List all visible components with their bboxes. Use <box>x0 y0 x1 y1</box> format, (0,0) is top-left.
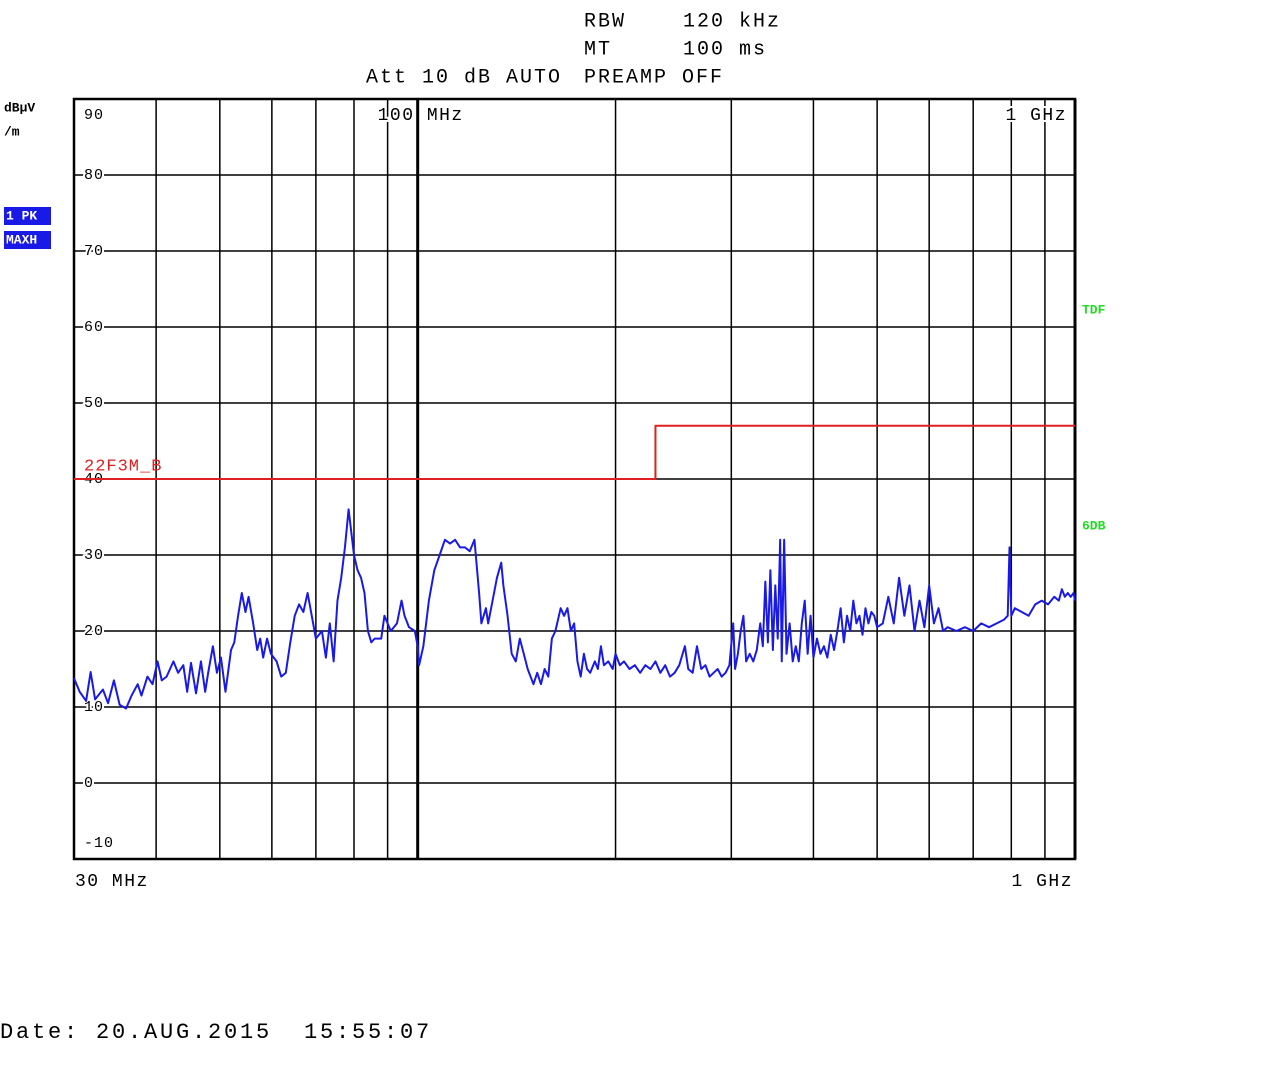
rbw-label: RBW <box>584 10 626 33</box>
y-tick-label: 30 <box>84 547 104 564</box>
preamp: PREAMP OFF <box>584 66 724 89</box>
limit-label: 22F3M_B <box>84 457 162 476</box>
side-label: TDF <box>1082 302 1106 317</box>
y-tick-label: 80 <box>84 167 104 184</box>
y-tick-label: 90 <box>84 107 104 124</box>
trace <box>73 508 1076 710</box>
trace-badge <box>4 207 51 225</box>
y-tick-label: 10 <box>84 699 104 716</box>
y-tick-label: 50 <box>84 395 104 412</box>
x-top-label: 100 MHz <box>378 106 464 126</box>
y-tick-label: 70 <box>84 243 104 260</box>
side-label: 6DB <box>1082 518 1106 533</box>
rbw-value: 120 kHz <box>683 10 781 33</box>
y-tick-label: 0 <box>84 775 94 792</box>
x-top-label: 1 GHz <box>1005 106 1067 126</box>
trace-label: 1 PK <box>6 208 37 223</box>
x-tick-label: 30 MHz <box>75 872 149 892</box>
date: Date: 20.AUG.2015 15:55:07 <box>0 1020 432 1045</box>
attenuation: Att 10 dB AUTO <box>366 66 562 89</box>
mt-value: 100 ms <box>683 38 767 61</box>
y-tick-label: 20 <box>84 623 104 640</box>
x-tick-label: 1 GHz <box>1011 872 1073 892</box>
y-tick-label: -10 <box>84 835 114 852</box>
y-unit: dBµV <box>4 100 35 115</box>
trace-badge <box>4 231 51 249</box>
y-tick-label: 60 <box>84 319 104 336</box>
limit-line <box>74 424 1075 480</box>
y-unit: /m <box>4 124 20 139</box>
trace-label: MAXH <box>6 232 37 247</box>
mt-label: MT <box>584 38 612 61</box>
